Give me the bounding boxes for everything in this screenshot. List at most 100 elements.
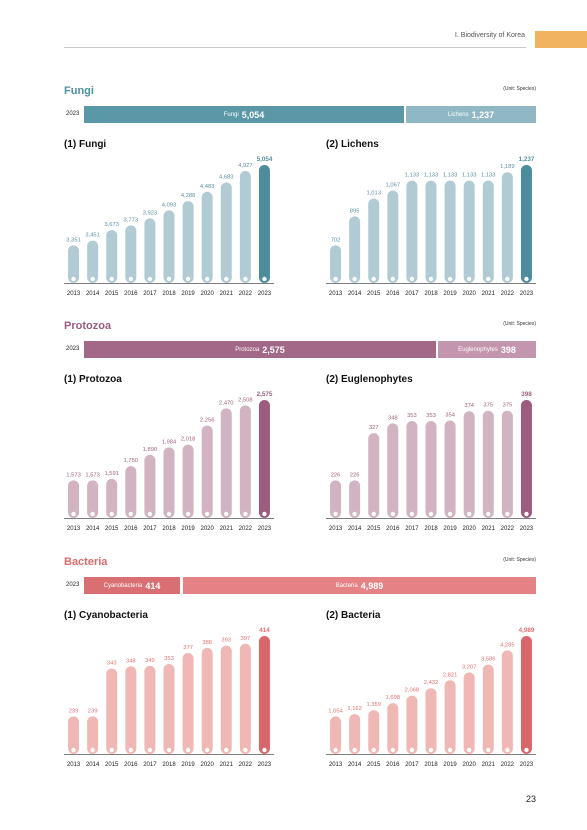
data-label: 4,989: [519, 627, 535, 634]
data-label: 1,189: [500, 164, 515, 170]
bar-dot: [409, 276, 415, 282]
header-divider: [64, 47, 526, 48]
bar-dot: [428, 276, 434, 282]
bar: [482, 410, 494, 518]
x-tick-label: 2018: [424, 291, 438, 297]
data-label: 353: [407, 413, 417, 419]
summary-year: 2023: [66, 346, 80, 352]
data-label: 1,984: [162, 439, 177, 445]
summary-bar-euglenophytes: Euglenophytes 398: [438, 341, 536, 358]
data-label: 3,923: [143, 210, 158, 216]
bar-dot: [524, 276, 529, 282]
bar-dot: [486, 511, 491, 517]
data-label: 226: [331, 472, 341, 478]
bar-dot: [428, 747, 434, 753]
data-label: 4,288: [181, 193, 196, 199]
data-label: 3,207: [462, 664, 477, 670]
unit-label: (Unit: Species): [503, 86, 536, 92]
data-label: 1,067: [386, 183, 401, 189]
x-tick-label: 2016: [386, 526, 400, 532]
data-label: 2,575: [257, 391, 273, 398]
section-title-bacteria: Bacteria: [64, 556, 108, 568]
x-tick-label: 2017: [143, 526, 157, 532]
bar: [349, 480, 361, 518]
x-tick-label: 2018: [424, 526, 438, 532]
summary-bar-protozoa: Protozoa 2,575: [84, 341, 436, 358]
chart-title-fungi: (1) Fungi: [64, 139, 107, 150]
bar: [349, 714, 361, 754]
bar: [106, 668, 118, 754]
x-tick-label: 2017: [143, 762, 157, 768]
chart-title-lichens: (2) Lichens: [326, 139, 379, 150]
bar-dot: [466, 511, 472, 517]
bar: [463, 180, 475, 283]
x-tick-label: 2019: [443, 291, 457, 297]
data-label: 3,673: [104, 222, 119, 228]
bar: [330, 716, 342, 754]
data-label: 414: [259, 627, 270, 634]
bar-dot: [71, 276, 76, 282]
data-label: 4,093: [162, 202, 177, 208]
bar-dot: [185, 747, 191, 753]
data-label: 239: [69, 708, 79, 714]
bar-dot: [128, 747, 134, 753]
bar-dot: [352, 276, 357, 282]
data-label: 3,586: [481, 657, 496, 663]
chart-title-euglenophytes: (2) Euglenophytes: [326, 374, 413, 385]
data-label: 3,451: [85, 233, 100, 239]
x-tick-label: 2014: [86, 526, 100, 532]
bar-dot: [390, 511, 396, 517]
data-label: 226: [350, 472, 360, 478]
data-label: 1,237: [519, 156, 535, 163]
data-label: 1,133: [443, 173, 458, 179]
data-label: 1,573: [66, 472, 81, 478]
bar: [330, 245, 342, 283]
x-tick-label: 2013: [329, 526, 343, 532]
bar: [163, 664, 175, 754]
x-tick-label: 2013: [67, 526, 81, 532]
x-tick-label: 2016: [124, 526, 138, 532]
x-tick-label: 2017: [405, 526, 419, 532]
summary-bar-label: Euglenophytes: [458, 346, 498, 353]
bar-dot: [243, 276, 248, 282]
bar: [163, 447, 175, 518]
chart-title-bacteria: (2) Bacteria: [326, 610, 381, 621]
bar-dot: [486, 276, 491, 282]
data-label: 1,573: [85, 472, 100, 478]
x-tick-label: 2015: [367, 291, 381, 297]
bar: [482, 664, 494, 754]
bar-dot: [333, 747, 338, 753]
chart-title-protozoa: (1) Protozoa: [64, 374, 122, 385]
x-tick-label: 2015: [105, 526, 119, 532]
x-tick-label: 2014: [348, 762, 362, 768]
bar: [520, 400, 532, 518]
bar: [463, 672, 475, 754]
data-label: 374: [464, 403, 474, 409]
x-tick-label: 2013: [67, 291, 81, 297]
summary-bar-value: 414: [145, 580, 161, 591]
bar: [239, 643, 251, 754]
data-label: 1,054: [328, 708, 343, 714]
data-label: 4,483: [200, 184, 215, 190]
x-tick-label: 2020: [201, 526, 215, 532]
bar: [482, 180, 494, 283]
x-tick-label: 2017: [405, 291, 419, 297]
bar: [406, 421, 418, 518]
bar-dot: [371, 276, 376, 282]
bar: [349, 216, 361, 283]
bar-dot: [204, 747, 210, 753]
bar-dot: [90, 747, 95, 753]
summary-bar-label: Cyanobacteria: [103, 582, 143, 589]
x-tick-label: 2014: [86, 291, 100, 297]
x-tick-label: 2017: [405, 762, 419, 768]
data-label: 1,698: [386, 695, 401, 701]
bar-dot: [147, 511, 153, 517]
bar-dot: [166, 747, 172, 753]
x-tick-label: 2015: [367, 762, 381, 768]
data-label: 388: [202, 640, 212, 646]
unit-label: (Unit: Species): [503, 321, 536, 327]
data-label: 327: [369, 425, 379, 431]
x-tick-label: 2023: [520, 762, 534, 768]
x-tick-label: 2022: [239, 762, 253, 768]
data-label: 2,432: [424, 680, 439, 686]
